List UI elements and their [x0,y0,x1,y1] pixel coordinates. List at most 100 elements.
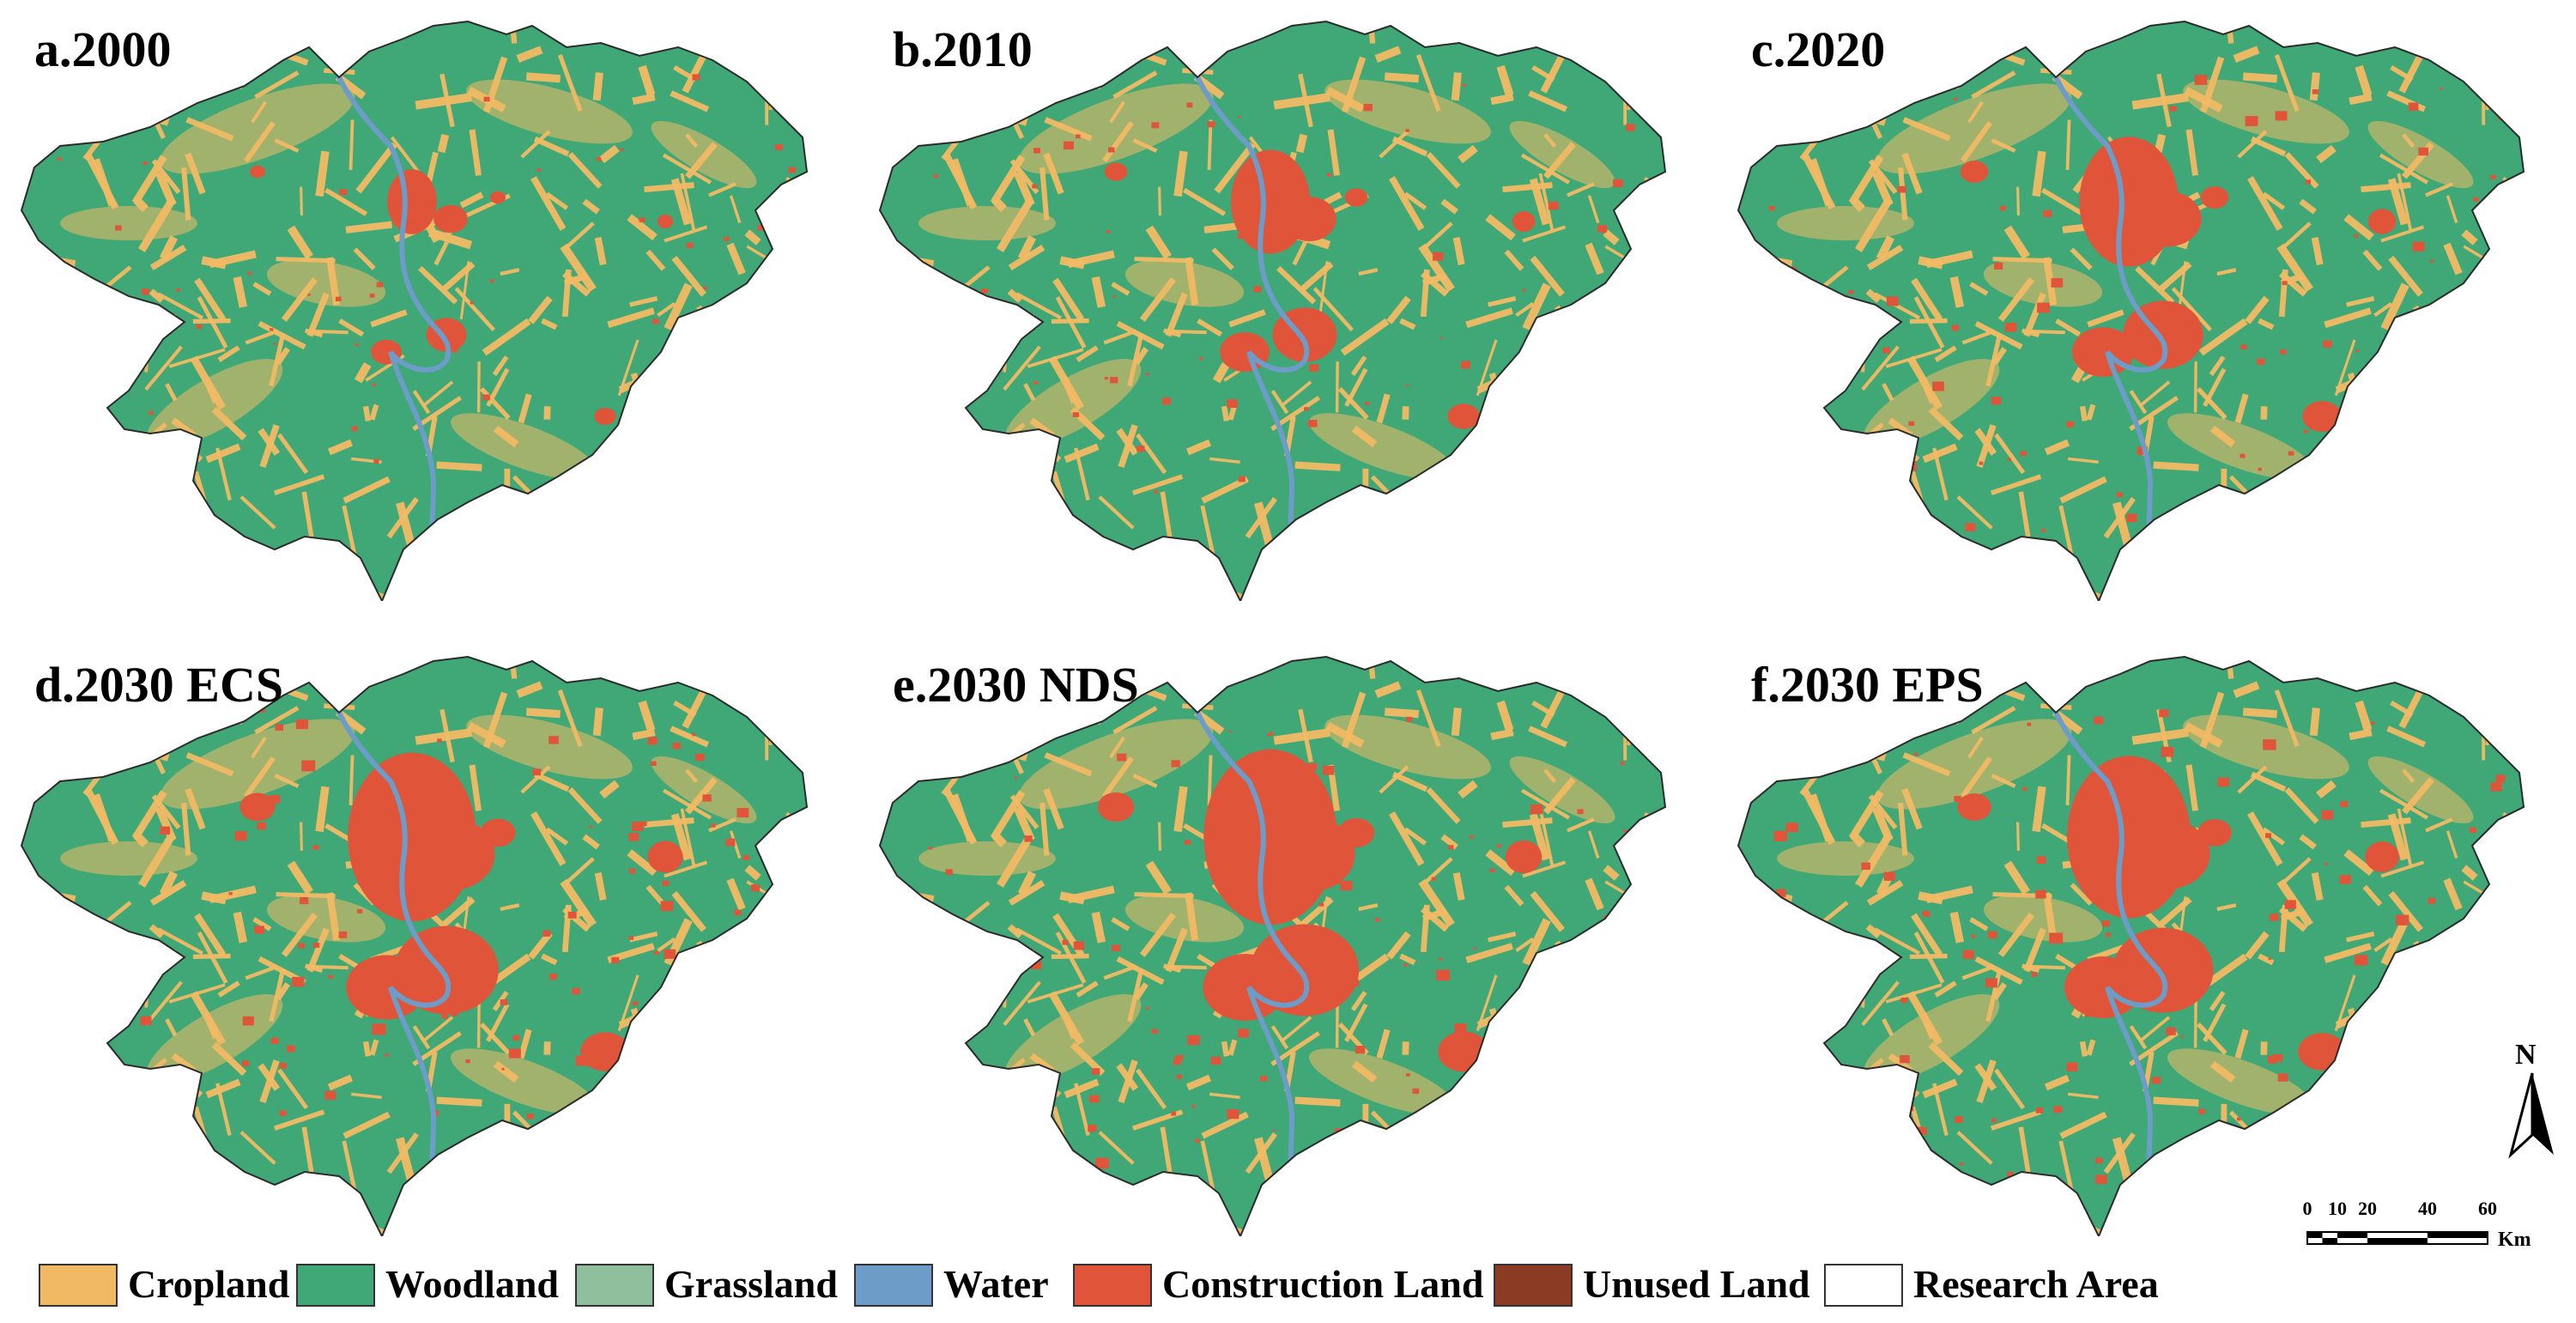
cropland-patch [1483,1107,1494,1122]
cropland-patch [592,72,603,101]
cropland-patch [671,890,706,932]
cropland-patch [560,878,597,928]
cropland-patch [141,539,165,558]
construction-land-speck [1965,523,1976,531]
cropland-patch [396,501,417,551]
cropland-patch [2129,390,2148,415]
cropland-patch [1807,295,1813,316]
cropland-patch [1898,802,1908,856]
cropland-patch [1756,738,1796,753]
construction-land-speck [1431,877,1436,881]
construction-land-speck [1306,350,1316,359]
construction-land-speck [568,1137,575,1142]
cropland-patch [949,931,955,951]
cropland-patch [799,926,807,939]
construction-land-speck [631,822,644,831]
cropland-patch [2086,1039,2096,1056]
construction-land-speck [589,825,593,828]
legend-swatch [1494,1264,1573,1307]
cropland-patch [1076,980,1099,998]
cropland-patch [777,666,794,694]
construction-land-speck [483,96,490,102]
legend-label: Cropland [128,1262,290,1306]
construction-land-speck [1991,1118,1997,1123]
cropland-patch [533,136,570,157]
cropland-zone [1324,79,1491,144]
cropland-patch [1106,1188,1119,1220]
cropland-patch [1327,129,1340,176]
construction-land-speck [2414,1161,2422,1168]
cropland-patch [1206,664,1226,678]
cropland-patch [888,324,912,336]
cropland-patch [2482,545,2496,598]
cropland-patch [1974,1063,1997,1091]
cropland-patch [43,966,64,992]
cropland-patch [1418,878,1455,928]
construction-land-speck [1238,476,1246,482]
cropland-patch [625,471,636,487]
cropland-patch [1805,1042,1815,1067]
cropland-patch [482,528,488,555]
cropland-patch [1436,1123,1466,1136]
construction-land-speck [1469,835,1474,839]
cropland-patch [1861,980,1900,1026]
cropland-patch [1386,931,1411,960]
construction-land-speck [1480,537,1489,544]
cropland-patch [2324,943,2372,964]
cropland-patch [1496,672,1514,689]
cropland-patch [1340,318,1390,356]
construction-land-speck [734,530,739,535]
cropland-patch [1200,505,1217,565]
cropland-patch [799,291,807,304]
cropland-patch [245,964,279,980]
cropland-patch [500,268,520,276]
map-panel-a: a.2000 [0,0,858,601]
cropland-patch [277,1068,309,1110]
cropland-patch [516,555,546,584]
construction-land-speck [1576,387,1583,393]
cropland-patch [1522,282,1551,331]
construction-land-speck [161,723,171,731]
cropland-patch [594,872,607,901]
construction-land-speck [338,931,348,938]
cropland-patch [342,1111,391,1139]
construction-land-speck [335,296,342,301]
construction-land-speck [1145,1006,1149,1010]
cropland-patch [1543,1138,1576,1193]
construction-land-speck [1227,399,1238,409]
cropland-patch [1145,225,1172,260]
panel-label: f.2030 EPS [1751,657,1984,713]
construction-land-speck [1175,1054,1184,1062]
cropland-patch [1116,956,1165,986]
cropland-patch [247,553,261,585]
construction-land-speck [1448,845,1454,850]
cropland-patch [2198,1163,2204,1191]
construction-land-speck [1951,325,1959,331]
construction-land-speck [2288,451,2294,456]
cropland-patch [1874,927,1920,956]
cropland-patch [2005,1179,2034,1233]
cropland-patch [145,92,156,122]
cropland-patch [1276,265,1317,305]
construction-land-speck [1953,76,1964,85]
cropland-patch [520,765,551,794]
cropland-patch [1579,522,1627,551]
map-area [21,657,807,1236]
construction-land-speck [1228,730,1232,733]
cropland-patch [1848,94,1865,118]
construction-land-speck [725,838,736,847]
construction-land-speck [445,533,452,537]
construction-land-speck [963,991,968,995]
cropland-patch [2159,261,2192,291]
cropland-patch [1951,565,1987,588]
cropland-patch [1991,580,2022,601]
construction-land-patch [1282,197,1336,241]
cropland-patch [144,980,183,1026]
cropland-patch [1201,476,1249,504]
cropland-patch [1555,657,1601,693]
cropland-patch [880,124,889,175]
construction-land-speck [1842,733,1846,737]
construction-land-speck [2268,957,2271,961]
cropland-patch [469,129,482,176]
construction-land-speck [955,929,965,938]
